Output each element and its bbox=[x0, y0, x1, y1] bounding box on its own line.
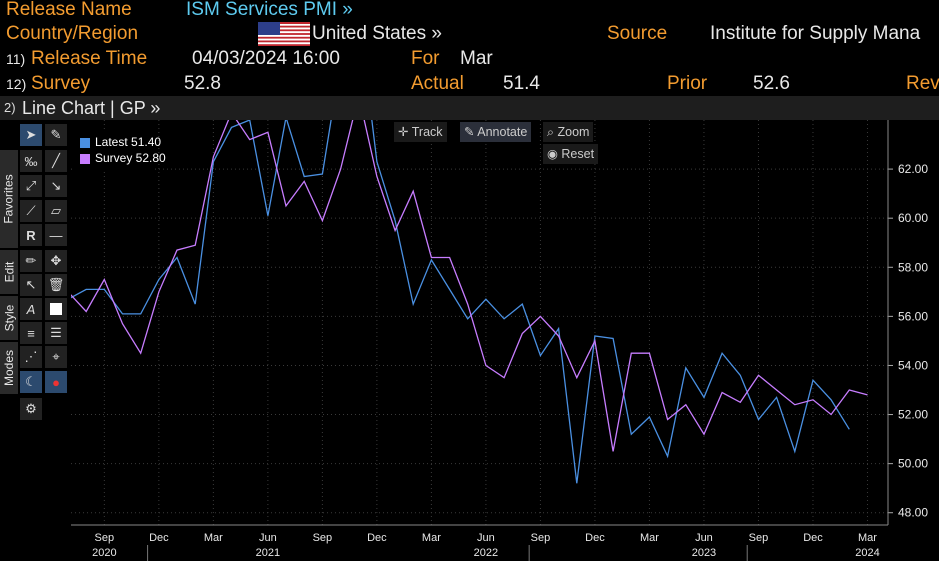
actual-label: Actual bbox=[411, 73, 464, 94]
hline-tool-icon[interactable]: — bbox=[45, 224, 67, 246]
percent-tool-icon[interactable]: ‰ bbox=[20, 150, 42, 172]
source-label: Source bbox=[607, 23, 668, 44]
release-time-value: 04/03/2024 16:00 bbox=[192, 48, 340, 69]
survey-series-line bbox=[71, 120, 868, 452]
drawing-toolbar: Favorites Edit Style Modes ➤ ✎ ‰ ╱ ⤢ ↘ ⟋… bbox=[0, 120, 71, 561]
x-tick-label: Sep bbox=[95, 532, 115, 544]
delete-tool-icon[interactable]: 🗑 bbox=[45, 274, 67, 296]
us-flag-icon bbox=[258, 22, 310, 46]
chart-legend: Latest 51.40 Survey 52.80 bbox=[74, 132, 166, 170]
x-year-label: 2020 bbox=[92, 547, 116, 559]
actual-value: 51.4 bbox=[503, 73, 540, 94]
y-tick-label: 58.00 bbox=[898, 260, 928, 274]
x-tick-label: Sep bbox=[749, 532, 769, 544]
ray-tool-icon[interactable]: ⤢ bbox=[20, 175, 42, 197]
legend-survey-label: Survey 52.80 bbox=[95, 151, 166, 165]
zoom-button[interactable]: ⌕ Zoom bbox=[543, 122, 594, 142]
source-value: Institute for Supply Mana bbox=[710, 23, 921, 44]
x-tick-label: Jun bbox=[259, 532, 277, 544]
release-time-label[interactable]: Release Time bbox=[31, 48, 148, 69]
segment-tool-icon[interactable]: ⟋ bbox=[20, 200, 42, 222]
x-tick-label: Mar bbox=[204, 532, 223, 544]
release-name-label: Release Name bbox=[6, 0, 132, 20]
survey-value: 52.8 bbox=[184, 73, 221, 94]
chart-title-bar: 2) Line Chart | GP » bbox=[0, 96, 939, 120]
line-style-icon[interactable]: ☰ bbox=[45, 322, 67, 344]
x-tick-label: Mar bbox=[422, 532, 441, 544]
for-value: Mar bbox=[460, 48, 493, 69]
x-tick-label: Mar bbox=[640, 532, 659, 544]
release-name-link[interactable]: ISM Services PMI » bbox=[186, 0, 353, 20]
survey-label[interactable]: Survey bbox=[31, 73, 91, 94]
track-label: Track bbox=[411, 125, 443, 139]
y-tick-label: 50.00 bbox=[898, 457, 928, 471]
reset-button[interactable]: ◉ Reset bbox=[543, 144, 599, 164]
chart-bar-prefix: 2) bbox=[4, 100, 16, 115]
fill-color-icon[interactable] bbox=[45, 298, 67, 320]
x-tick-label: Jun bbox=[695, 532, 713, 544]
survey-prefix: 12) bbox=[6, 76, 27, 92]
zoom-label: Zoom bbox=[557, 125, 590, 139]
y-tick-label: 62.00 bbox=[898, 162, 928, 176]
snap-mode-icon[interactable]: ⌖ bbox=[45, 346, 67, 368]
track-button[interactable]: ✛ Track bbox=[394, 122, 447, 142]
arrow-tool-icon[interactable]: ↘ bbox=[45, 175, 67, 197]
x-tick-label: Sep bbox=[531, 532, 551, 544]
move-tool-icon[interactable]: ✥ bbox=[45, 250, 67, 272]
tab-favorites[interactable]: Favorites bbox=[0, 150, 18, 248]
survey-swatch bbox=[80, 153, 90, 164]
prior-value: 52.6 bbox=[753, 73, 790, 94]
tab-edit[interactable]: Edit bbox=[0, 250, 18, 294]
release-header: Release Name ISM Services PMI » Country/… bbox=[0, 0, 939, 96]
y-tick-label: 60.00 bbox=[898, 211, 928, 225]
legend-survey[interactable]: Survey 52.80 bbox=[80, 151, 166, 165]
annotate-label: Annotate bbox=[477, 125, 528, 139]
country-link[interactable]: United States » bbox=[312, 23, 442, 44]
release-time-prefix: 11) bbox=[6, 51, 26, 67]
x-tick-label: Jun bbox=[477, 532, 495, 544]
legend-latest-label: Latest 51.40 bbox=[95, 135, 162, 149]
x-tick-label: Dec bbox=[367, 532, 387, 544]
x-tick-label: Dec bbox=[585, 532, 605, 544]
x-tick-label: Sep bbox=[313, 532, 333, 544]
country-label: Country/Region bbox=[6, 23, 139, 44]
x-year-label: 2024 bbox=[855, 547, 879, 559]
x-tick-label: Dec bbox=[149, 532, 169, 544]
settings-gear-icon[interactable]: ⚙ bbox=[20, 398, 42, 420]
font-style-icon[interactable]: A bbox=[20, 298, 42, 320]
y-tick-label: 52.00 bbox=[898, 408, 928, 422]
color-mode-icon[interactable]: ● bbox=[45, 371, 67, 393]
pointer-tool-icon[interactable]: ➤ bbox=[20, 124, 42, 146]
channel-tool-icon[interactable]: ▱ bbox=[45, 200, 67, 222]
magnet-mode-icon[interactable]: ☾ bbox=[20, 371, 42, 393]
edit-pen-icon[interactable]: ✏ bbox=[20, 250, 42, 272]
tab-modes[interactable]: Modes bbox=[0, 342, 18, 394]
crosshair-mode-icon[interactable]: ⋰ bbox=[20, 346, 42, 368]
for-label: For bbox=[411, 48, 440, 69]
chart-type-menu[interactable]: Line Chart | GP » bbox=[22, 98, 161, 118]
latest-swatch bbox=[80, 137, 90, 148]
legend-latest[interactable]: Latest 51.40 bbox=[80, 135, 161, 149]
x-year-label: 2022 bbox=[474, 547, 498, 559]
regression-tool-icon[interactable]: R bbox=[20, 224, 42, 246]
annotate-button[interactable]: ✎ Annotate bbox=[460, 122, 532, 142]
rev-label: Rev bbox=[906, 73, 939, 94]
reset-label: Reset bbox=[561, 147, 595, 161]
x-tick-label: Mar bbox=[858, 532, 877, 544]
y-tick-label: 48.00 bbox=[898, 506, 928, 520]
line-weight-icon[interactable]: ≡ bbox=[20, 322, 42, 344]
x-year-label: 2023 bbox=[692, 547, 716, 559]
prior-label: Prior bbox=[667, 73, 708, 94]
x-tick-label: Dec bbox=[803, 532, 823, 544]
pen-tool-icon[interactable]: ✎ bbox=[45, 124, 67, 146]
y-tick-label: 56.00 bbox=[898, 309, 928, 323]
x-year-label: 2021 bbox=[256, 547, 280, 559]
select-add-icon[interactable]: ↖ bbox=[20, 274, 42, 296]
line-tool-icon[interactable]: ╱ bbox=[45, 150, 67, 172]
y-tick-label: 54.00 bbox=[898, 358, 928, 372]
tab-style[interactable]: Style bbox=[0, 296, 18, 340]
